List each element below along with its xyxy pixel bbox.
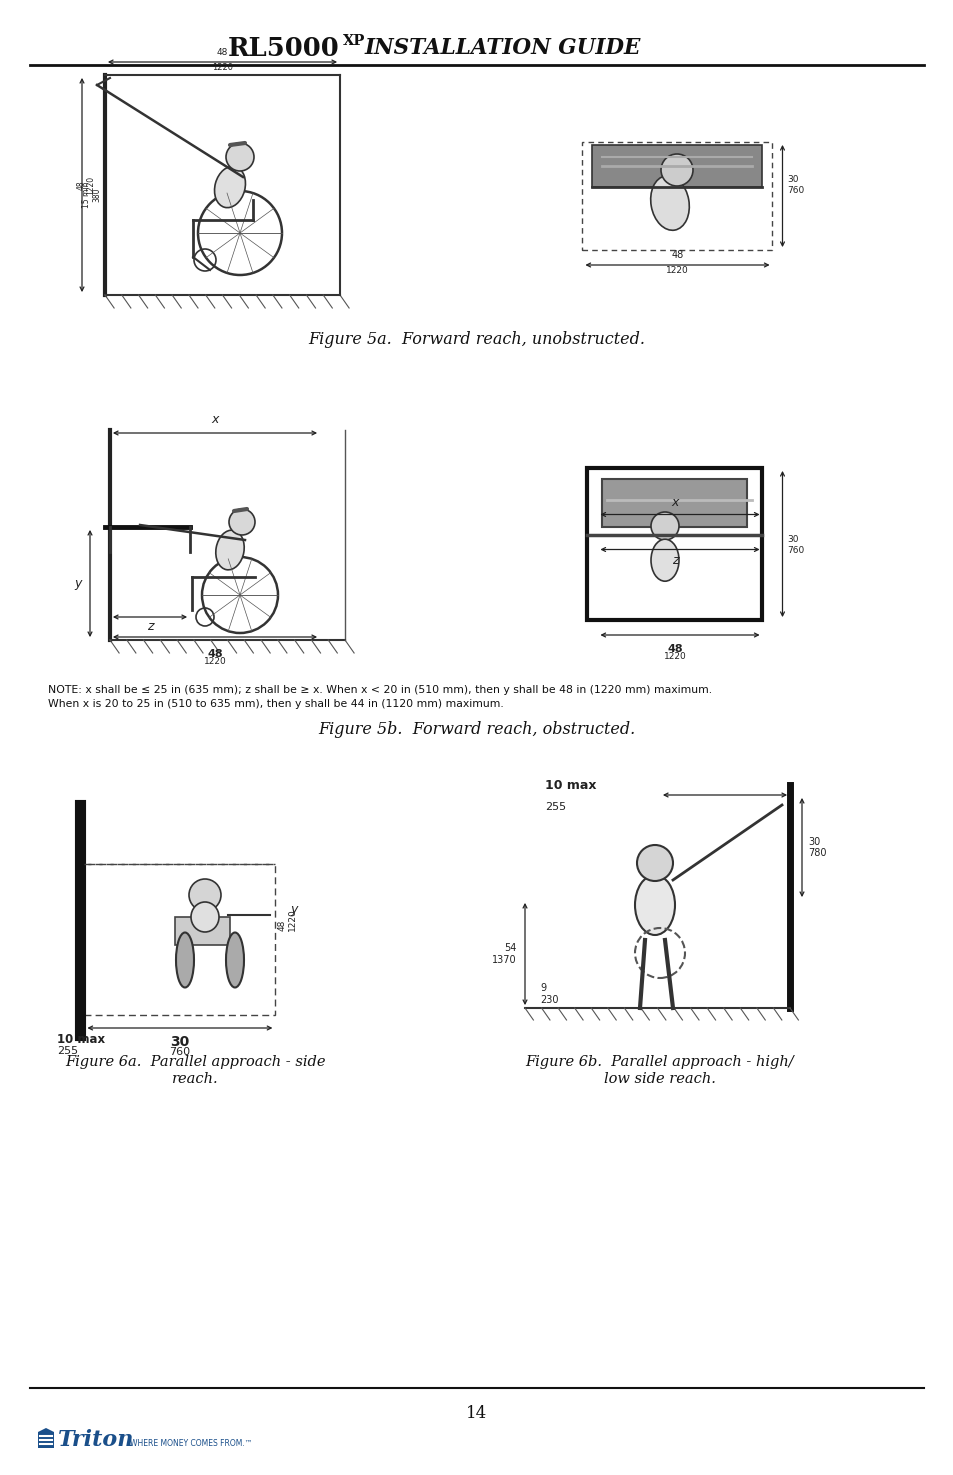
Text: Triton: Triton (58, 1429, 134, 1451)
Ellipse shape (226, 932, 244, 987)
Circle shape (226, 143, 253, 171)
Text: z: z (671, 555, 678, 568)
Ellipse shape (650, 176, 689, 230)
Text: WHERE MONEY COMES FROM.™: WHERE MONEY COMES FROM.™ (130, 1438, 253, 1447)
Circle shape (650, 512, 679, 540)
Bar (582, 142, 772, 249)
Text: 9
230: 9 230 (539, 984, 558, 1004)
Polygon shape (38, 1428, 54, 1448)
Text: 48
1220: 48 1220 (277, 909, 296, 931)
Text: 30
780: 30 780 (807, 836, 825, 858)
Text: y: y (290, 904, 297, 916)
Text: 760: 760 (170, 1047, 191, 1058)
Text: 15 min
380: 15 min 380 (82, 181, 102, 208)
Text: 30
760: 30 760 (786, 535, 804, 555)
Text: low side reach.: low side reach. (603, 1072, 715, 1086)
Text: 10 max: 10 max (544, 779, 596, 792)
Text: reach.: reach. (172, 1072, 218, 1086)
Text: 255: 255 (544, 802, 565, 813)
Text: Figure 5b.  Forward reach, obstructed.: Figure 5b. Forward reach, obstructed. (318, 721, 635, 739)
Text: 14: 14 (466, 1404, 487, 1422)
Text: 10 max: 10 max (57, 1032, 106, 1046)
Text: 1220: 1220 (665, 266, 688, 274)
Text: y: y (74, 577, 82, 590)
Text: Figure 6b.  Parallel approach - high/: Figure 6b. Parallel approach - high/ (525, 1055, 794, 1069)
Text: Figure 5a.  Forward reach, unobstructed.: Figure 5a. Forward reach, unobstructed. (308, 332, 645, 348)
Text: 30: 30 (170, 1035, 190, 1049)
Bar (602, 479, 747, 527)
Text: INSTALLATION GUIDE: INSTALLATION GUIDE (365, 37, 640, 59)
Ellipse shape (191, 903, 219, 932)
Text: 48
1220: 48 1220 (76, 176, 95, 195)
Circle shape (189, 879, 221, 912)
Text: 1220: 1220 (663, 652, 685, 661)
Circle shape (660, 153, 692, 186)
Text: 48: 48 (666, 645, 682, 653)
Text: x: x (671, 497, 678, 509)
Circle shape (229, 509, 254, 535)
Bar (85, 864, 275, 1015)
Text: 1220: 1220 (203, 656, 226, 667)
Text: 30
760: 30 760 (786, 176, 804, 195)
Text: 48: 48 (207, 649, 223, 659)
Text: 54
1370: 54 1370 (492, 943, 517, 965)
Bar (587, 468, 761, 620)
Text: 48: 48 (671, 249, 683, 260)
Bar (174, 917, 230, 945)
Ellipse shape (635, 875, 675, 935)
Text: When x is 20 to 25 in (510 to 635 mm), then y shall be 44 in (1120 mm) maximum.: When x is 20 to 25 in (510 to 635 mm), t… (48, 699, 503, 709)
Text: x: x (212, 413, 218, 426)
Ellipse shape (214, 167, 245, 208)
Bar (592, 145, 761, 187)
Text: 1220: 1220 (212, 63, 233, 72)
Circle shape (637, 845, 672, 881)
Ellipse shape (175, 932, 193, 987)
Ellipse shape (215, 530, 244, 569)
Text: Figure 6a.  Parallel approach - side: Figure 6a. Parallel approach - side (65, 1055, 325, 1069)
Text: z: z (147, 620, 153, 633)
Text: 255: 255 (57, 1046, 78, 1056)
Ellipse shape (650, 540, 679, 581)
Text: NOTE: x shall be ≤ 25 in (635 mm); z shall be ≥ x. When x < 20 in (510 mm), then: NOTE: x shall be ≤ 25 in (635 mm); z sha… (48, 684, 711, 695)
Text: 48: 48 (216, 49, 228, 58)
Text: RL5000: RL5000 (228, 35, 339, 60)
Text: XP: XP (343, 34, 365, 49)
